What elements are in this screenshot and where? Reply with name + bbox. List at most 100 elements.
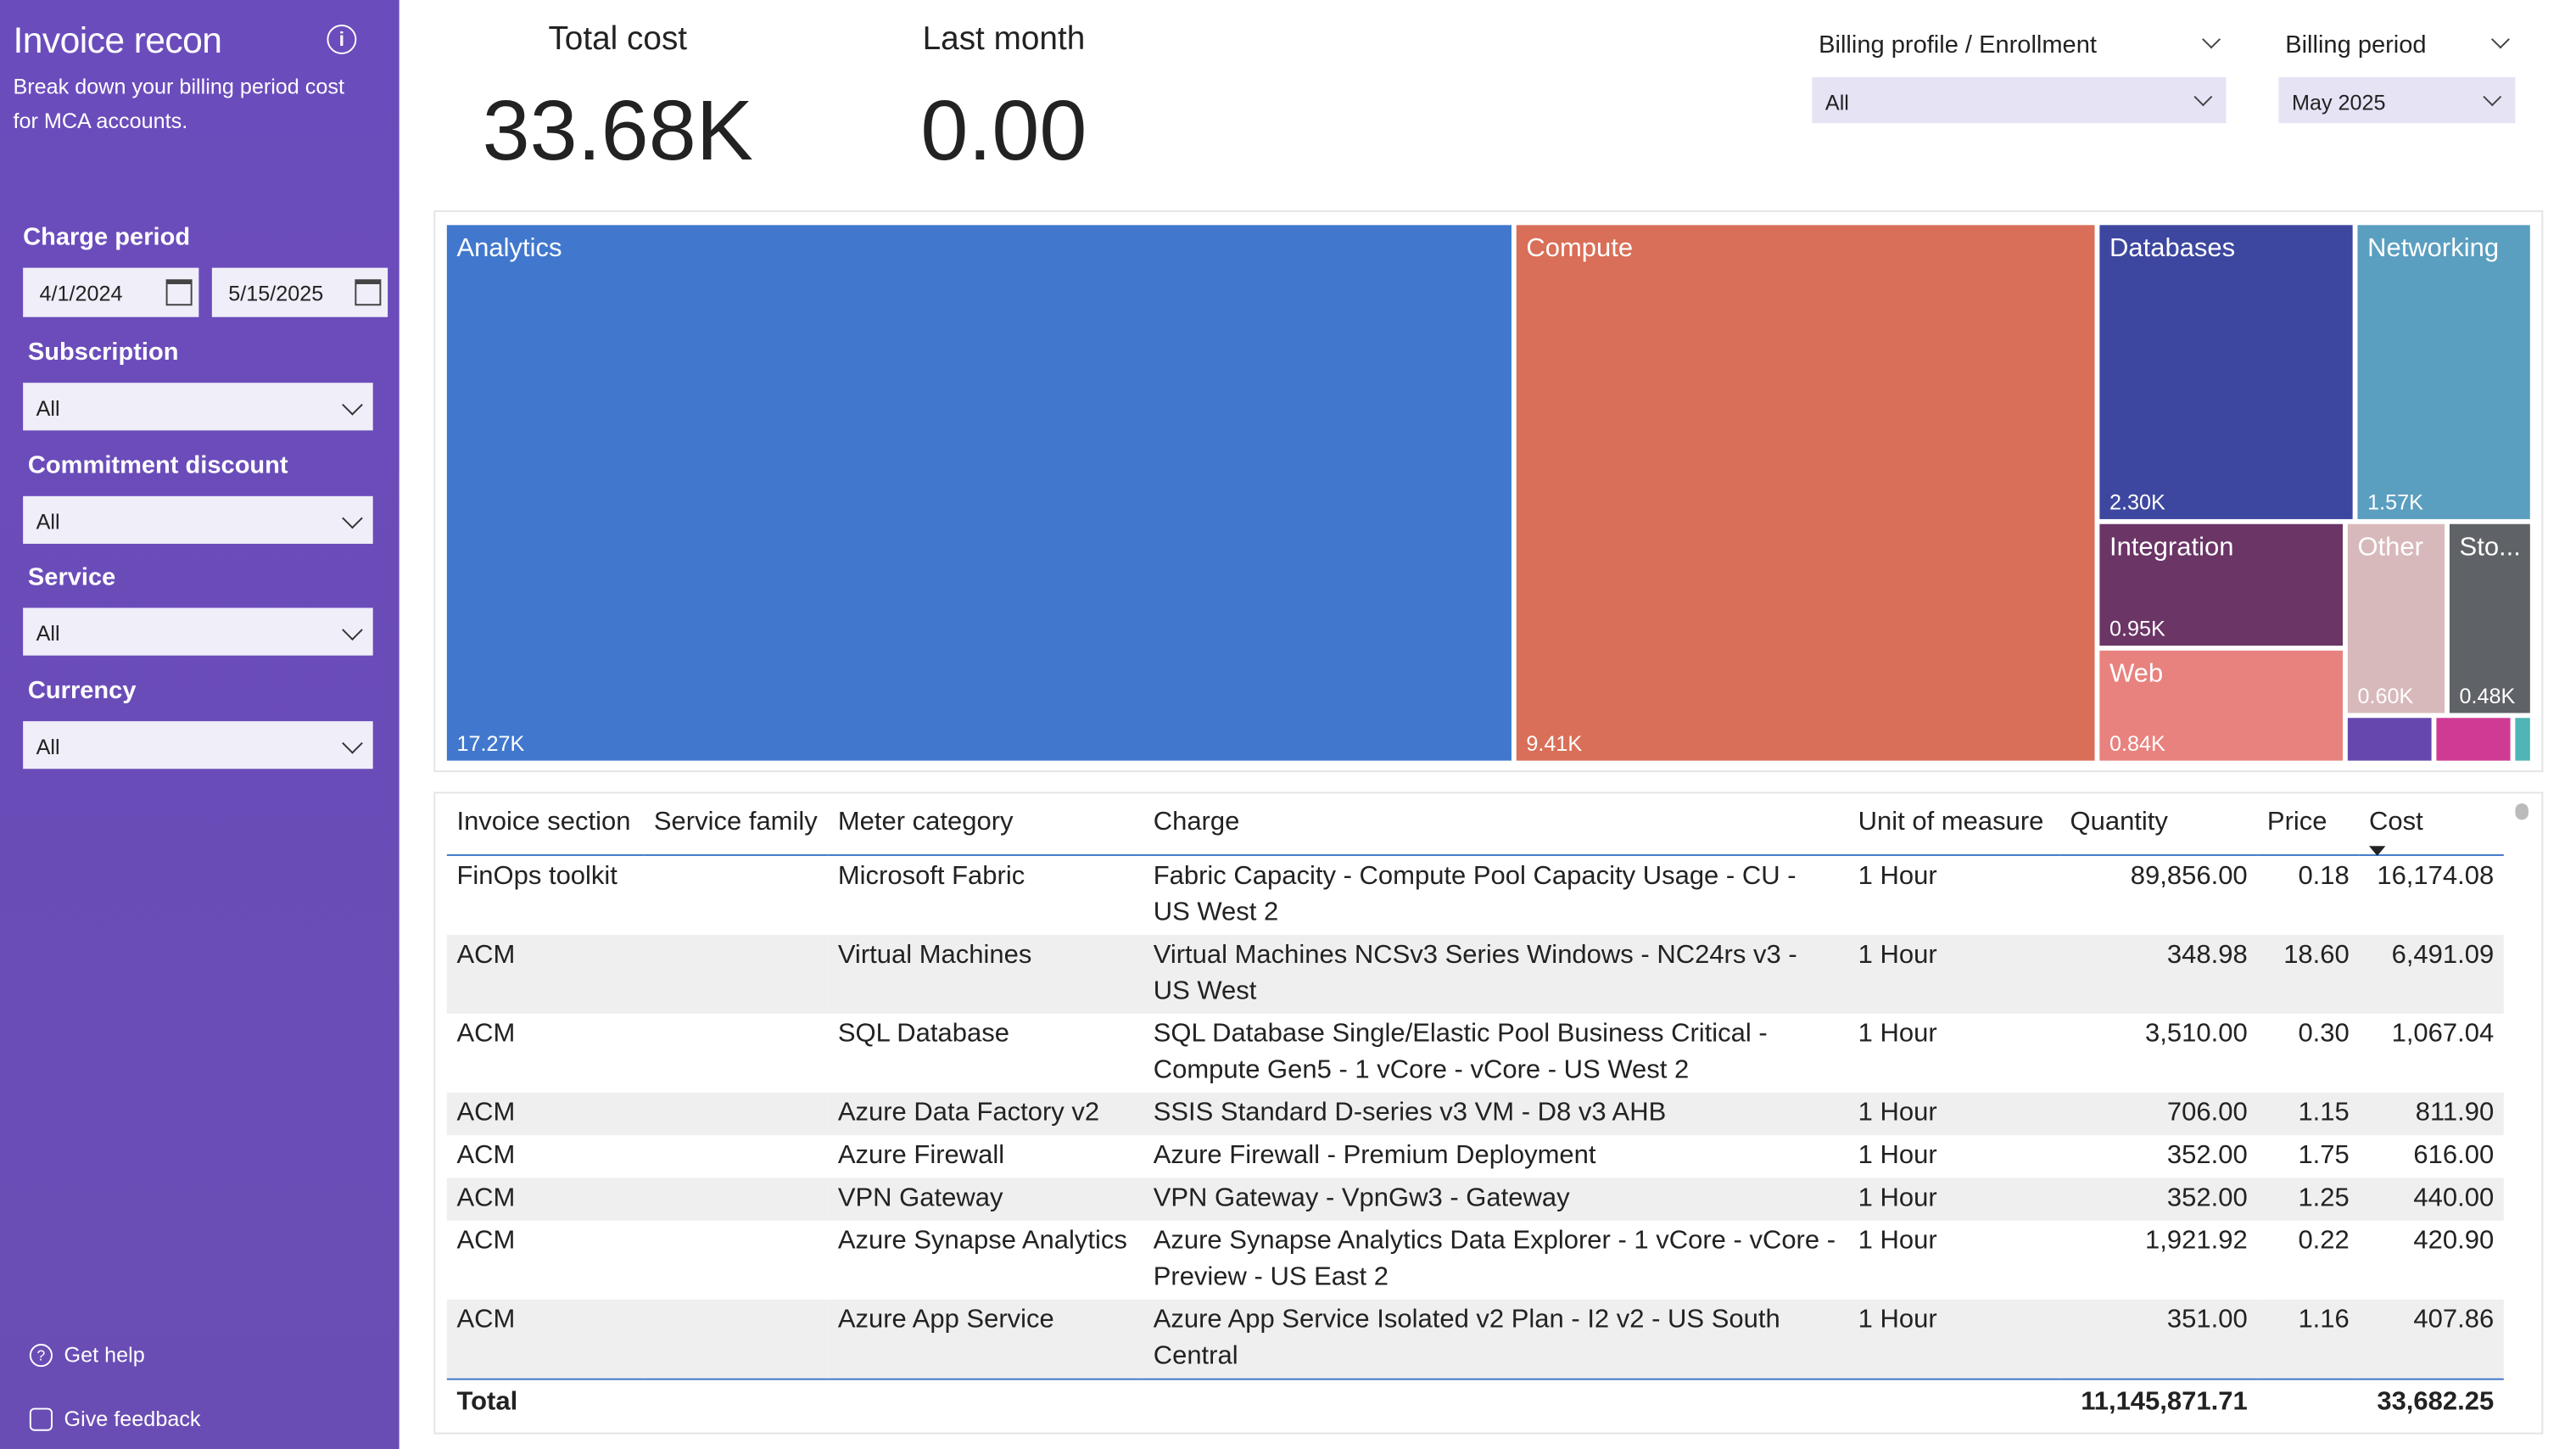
column-header[interactable]: Unit of measure xyxy=(1848,797,2060,856)
table-cell: 1,067.04 xyxy=(2391,1020,2495,1049)
table-cell: 1 Hour xyxy=(1848,1299,2060,1379)
date-input[interactable]: 5/15/2025 xyxy=(211,267,388,317)
slicer-value: May 2025 xyxy=(2291,90,2386,115)
slicer-chevron xyxy=(2483,87,2502,107)
table-cell: 11,145,871.71 xyxy=(2059,1378,2258,1424)
dropdown-value: All xyxy=(36,509,60,534)
table-row: Total 11,145,871.71 33,682.25 xyxy=(446,1378,2504,1424)
calendar-icon xyxy=(165,279,193,306)
column-header[interactable]: Price xyxy=(2257,797,2360,856)
treemap-tile[interactable]: Integration 0.95K xyxy=(2099,523,2344,646)
dropdown[interactable]: All xyxy=(23,607,373,656)
table-panel xyxy=(433,792,2544,1435)
treemap-tile[interactable] xyxy=(2347,718,2432,761)
table-cell: Azure Data Factory v2 xyxy=(828,1092,1144,1136)
table-cell xyxy=(1848,1378,2060,1424)
table-cell xyxy=(2257,1378,2360,1424)
table-cell xyxy=(644,934,829,1014)
tile-label: Web xyxy=(2109,660,2164,689)
slicer-label: Billing period xyxy=(2285,31,2427,59)
table-row: ACM Virtual Machines Virtual Machines NCSv… xyxy=(446,934,2504,1014)
treemap-tile[interactable] xyxy=(2515,718,2530,761)
filter-label: Subscription xyxy=(27,338,179,366)
treemap-tile[interactable]: Databases 2.30K xyxy=(2099,225,2353,519)
table-cell xyxy=(644,1378,829,1424)
tile-value: 1.57K xyxy=(2367,490,2423,515)
column-header[interactable]: Cost xyxy=(2359,797,2504,856)
table-cell: 440.00 xyxy=(2359,1178,2504,1221)
slicer-dropdown[interactable]: May 2025 xyxy=(2278,77,2516,124)
column-header[interactable]: Meter category xyxy=(828,797,1144,856)
treemap-tile[interactable] xyxy=(2436,718,2511,761)
date-input[interactable]: 4/1/2024 xyxy=(23,267,199,317)
chevron xyxy=(342,732,363,754)
dropdown[interactable]: All xyxy=(23,721,373,769)
table-cell xyxy=(644,1014,828,1093)
table-cell: 0.30 xyxy=(2298,1020,2350,1049)
treemap-tile[interactable]: Other 0.60K xyxy=(2347,523,2445,713)
table-row: ACM SQL Database SQL Database Single/Elast… xyxy=(447,1014,2504,1093)
dropdown[interactable]: All xyxy=(23,383,373,431)
feedback-link[interactable]: Give feedback xyxy=(64,1406,201,1431)
scrollbar[interactable] xyxy=(2515,803,2529,820)
table-cell: Azure App Service Isolated v2 Plan - I2 … xyxy=(1143,1299,1849,1379)
tile-value: 9.41K xyxy=(1526,730,1583,756)
treemap-tile[interactable]: Compute 9.41K xyxy=(1516,225,2095,761)
table-cell xyxy=(644,1221,828,1300)
table-cell: 351.00 xyxy=(2059,1299,2258,1379)
table-cell: 706.00 xyxy=(2059,1092,2258,1136)
date-value: 5/15/2025 xyxy=(228,281,324,306)
dropdown[interactable]: All xyxy=(23,495,373,544)
date-value: 4/1/2024 xyxy=(39,281,123,306)
table-cell: ACM xyxy=(456,1020,516,1049)
table-cell: 1 Hour xyxy=(1848,1092,2060,1136)
filter-label: Currency xyxy=(27,676,137,705)
table-cell: 616.00 xyxy=(2413,1141,2495,1170)
info-icon[interactable]: i xyxy=(327,25,357,54)
column-header[interactable]: Quantity xyxy=(2059,797,2258,856)
sidebar-title: Invoice recon xyxy=(13,20,222,61)
treemap-tile[interactable]: Web 0.84K xyxy=(2099,650,2344,761)
tile-value: 0.95K xyxy=(2109,616,2165,641)
treemap-tile[interactable]: Sto... 0.48K xyxy=(2449,523,2530,713)
table-cell: 1.25 xyxy=(2257,1178,2360,1221)
table-cell xyxy=(644,1299,829,1379)
table-cell: 18.60 xyxy=(2257,934,2360,1014)
description: Break down your billing period cost xyxy=(13,74,344,99)
table-cell xyxy=(1143,1378,1849,1424)
filter-label: Service xyxy=(27,563,116,592)
slicer-dropdown[interactable]: All xyxy=(1812,77,2227,124)
column-header[interactable]: Charge xyxy=(1143,797,1849,856)
sidebar: Invoice recon i Break down your billing … xyxy=(0,0,400,1449)
table-cell: 1 Hour xyxy=(1858,862,1937,891)
calendar-icon xyxy=(355,279,382,306)
kpi-value: 33.68K xyxy=(482,83,753,180)
table-cell: Azure Synapse Analytics xyxy=(837,1227,1127,1256)
table-cell xyxy=(828,1378,1144,1424)
treemap-tile[interactable]: Networking 1.57K xyxy=(2357,225,2530,519)
table-cell: FinOps toolkit xyxy=(456,862,617,891)
dropdown-value: All xyxy=(36,620,60,646)
table-cell: Azure App Service xyxy=(828,1299,1144,1379)
table-cell: 33,682.25 xyxy=(2359,1378,2504,1424)
table-cell: 1 Hour xyxy=(1858,1227,1937,1256)
table-cell: Azure Firewall - Premium Deployment xyxy=(1153,1141,1596,1170)
table-cell: Virtual Machines NCSv3 Series Windows - … xyxy=(1143,934,1849,1014)
kpi-value: 0.00 xyxy=(920,83,1087,180)
dropdown-value: All xyxy=(36,395,60,421)
filter-label: Charge period xyxy=(23,223,191,252)
table-cell: ACM xyxy=(446,1178,645,1221)
help-link[interactable]: Get help xyxy=(64,1342,145,1368)
table-cell: Azure Firewall xyxy=(837,1141,1005,1170)
chevron xyxy=(342,394,363,416)
tile-value: 0.84K xyxy=(2109,730,2165,756)
table-cell: ACM xyxy=(456,1141,516,1170)
treemap-tile[interactable]: Analytics 17.27K xyxy=(446,225,1512,761)
table-cell: SSIS Standard D-series v3 VM - D8 v3 AHB xyxy=(1143,1092,1849,1136)
tile-value: 0.60K xyxy=(2357,683,2414,708)
column-header[interactable]: Service family xyxy=(644,797,829,856)
column-header[interactable]: Invoice section xyxy=(446,797,645,856)
table-row: ACM Azure Data Factory v2 SSIS Standard D-… xyxy=(446,1092,2504,1136)
table-cell: SQL Database Single/Elastic Pool Busines… xyxy=(1153,1020,1768,1085)
